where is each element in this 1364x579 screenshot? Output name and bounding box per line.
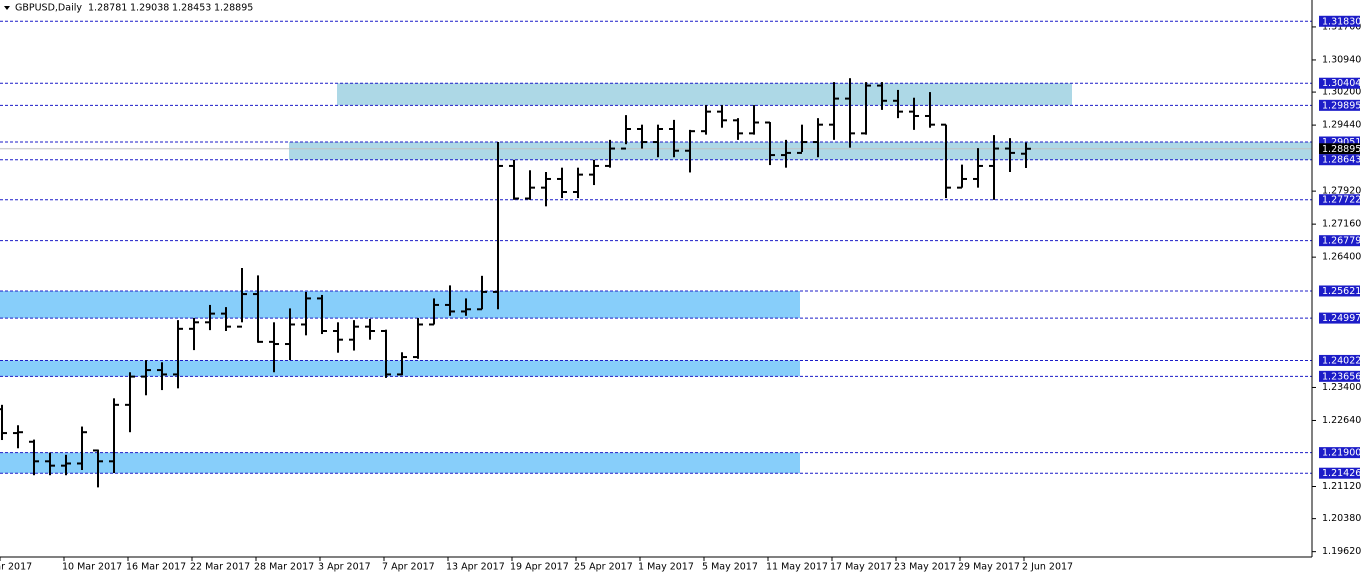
- level-label-box: [1319, 15, 1360, 27]
- x-tick-label: 28 Mar 2017: [254, 562, 314, 573]
- level-label: 1.29051: [1322, 137, 1361, 148]
- level-label: 1.23656: [1322, 371, 1361, 382]
- x-tick-label: 11 May 2017: [766, 562, 828, 573]
- x-tick-label: 1 May 2017: [638, 562, 694, 573]
- x-tick-label: 10 Mar 2017: [62, 562, 122, 573]
- level-label: 1.21900: [1322, 448, 1361, 459]
- zone: [289, 141, 1312, 160]
- level-label-box: [1319, 447, 1360, 459]
- level-label: 1.24022: [1322, 355, 1361, 366]
- y-tick-label: 1.21120: [1322, 481, 1361, 492]
- y-tick-label: 1.26400: [1322, 252, 1361, 263]
- level-label: 1.26779: [1322, 236, 1361, 247]
- x-tick-label: 2 Jun 2017: [1022, 562, 1073, 573]
- y-tick-label: 1.29440: [1322, 120, 1361, 131]
- x-tick-label: 5 May 2017: [702, 562, 758, 573]
- y-tick-label: 1.20380: [1322, 513, 1361, 524]
- header-value: 1.28453: [172, 3, 211, 14]
- level-label: 1.28643: [1322, 155, 1361, 166]
- level-label-box: [1319, 194, 1360, 206]
- y-tick-label: 1.27920: [1322, 186, 1361, 197]
- level-label-box: [1319, 143, 1360, 155]
- menu-arrow[interactable]: [4, 6, 10, 10]
- level-label-box: [1319, 99, 1360, 111]
- x-tick-label: 22 Mar 2017: [190, 562, 250, 573]
- level-label: 1.29895: [1322, 100, 1361, 111]
- x-tick-label: 7 Apr 2017: [382, 562, 435, 573]
- zone: [0, 290, 800, 319]
- y-tick-label: 1.30940: [1322, 54, 1361, 65]
- level-label-box: [1319, 370, 1360, 382]
- y-tick-label: 1.27160: [1322, 219, 1361, 230]
- level-label: 1.28895: [1322, 144, 1361, 155]
- level-label-box: [1319, 77, 1360, 89]
- level-label: 1.31830: [1322, 16, 1361, 27]
- x-tick-label: 19 Apr 2017: [510, 562, 569, 573]
- x-tick-label: 6 Mar 2017: [0, 562, 32, 573]
- x-tick-label: 3 Apr 2017: [318, 562, 371, 573]
- level-label-box: [1319, 467, 1360, 479]
- header-ohlc: 1.28781 1.29038 1.28453 1.28895: [88, 3, 253, 14]
- level-label: 1.25621: [1322, 286, 1361, 297]
- y-tick-label: 1.23400: [1322, 382, 1361, 393]
- y-tick-label: 1.30200: [1322, 87, 1361, 98]
- x-tick-label: 17 May 2017: [830, 562, 892, 573]
- x-tick-label: 16 Mar 2017: [126, 562, 186, 573]
- zone: [337, 83, 1072, 106]
- y-tick-label: 1.19620: [1322, 546, 1361, 557]
- level-label: 1.27722: [1322, 195, 1361, 206]
- bars: [0, 78, 1031, 488]
- level-label-box: [1319, 285, 1360, 297]
- x-tick-label: 29 May 2017: [958, 562, 1020, 573]
- chart-title: GBPUSD,Daily: [15, 3, 82, 14]
- header-value: 1.28781: [88, 3, 127, 14]
- y-tick-label: 1.22640: [1322, 415, 1361, 426]
- level-label: 1.30404: [1322, 78, 1361, 89]
- zone: [0, 452, 800, 474]
- x-tick-label: 25 Apr 2017: [574, 562, 633, 573]
- zone: [0, 360, 800, 377]
- header-value: 1.29038: [130, 3, 169, 14]
- y-tick-label: 1.31700: [1322, 21, 1361, 32]
- x-tick-label: 23 May 2017: [894, 562, 956, 573]
- zones: [0, 83, 1312, 474]
- level-label-box: [1319, 354, 1360, 366]
- level-label-box: [1319, 136, 1360, 148]
- level-label-box: [1319, 235, 1360, 247]
- x-tick-label: 13 Apr 2017: [446, 562, 505, 573]
- header-value: 1.28895: [214, 3, 253, 14]
- level-label-box: [1319, 154, 1360, 166]
- level-label: 1.21426: [1322, 468, 1361, 479]
- level-label-box: [1319, 312, 1360, 324]
- level-label: 1.24997: [1322, 313, 1361, 324]
